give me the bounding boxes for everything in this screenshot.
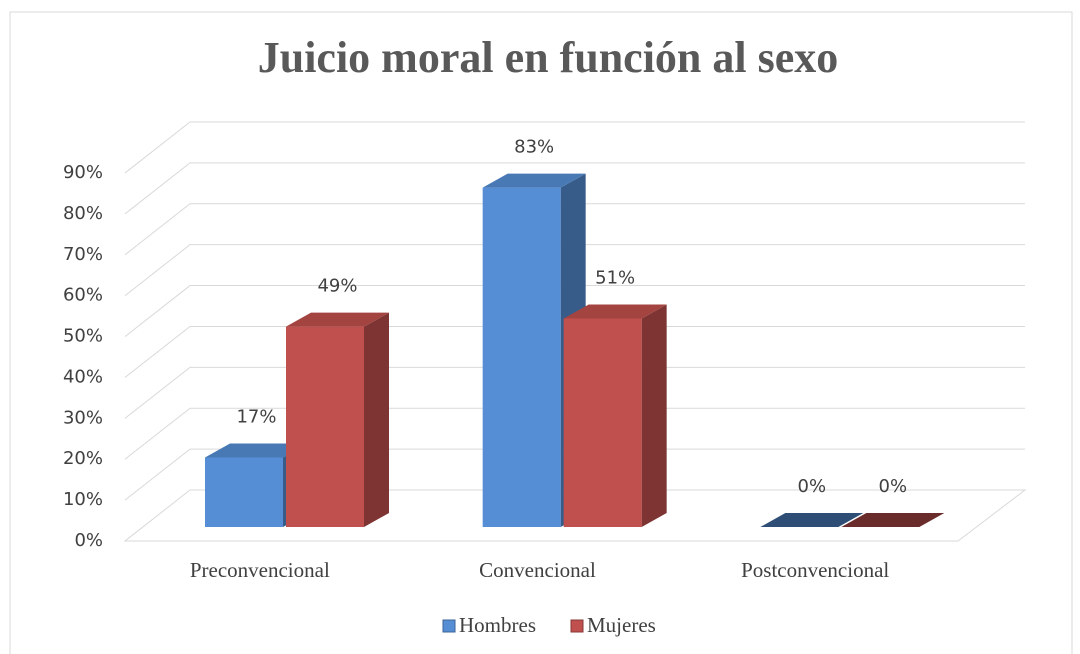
data-label: 0%: [879, 476, 908, 497]
grid-line: [124, 162, 1025, 215]
grid-line: [124, 407, 1025, 460]
grid-line: [124, 366, 1025, 419]
y-tick-label: 90%: [63, 162, 103, 183]
y-tick-label: 10%: [63, 489, 103, 510]
data-label: 0%: [798, 476, 827, 497]
data-label: 51%: [595, 267, 635, 288]
grid-line: [124, 121, 1025, 174]
x-tick-label: Convencional: [479, 558, 596, 582]
legend-label: Mujeres: [587, 613, 656, 637]
bar-side: [364, 312, 389, 527]
bar: [286, 326, 364, 527]
y-tick-label: 80%: [63, 203, 103, 224]
legend-marker: [442, 619, 456, 633]
y-tick-label: 60%: [63, 285, 103, 306]
y-tick-label: 20%: [63, 448, 103, 469]
bar: [563, 318, 642, 527]
y-tick-label: 0%: [74, 530, 103, 551]
y-tick-label: 50%: [63, 326, 103, 347]
y-tick-label: 70%: [63, 244, 103, 265]
bar-top: [286, 312, 389, 327]
grid-line: [124, 325, 1025, 378]
grid-line: [124, 244, 1025, 297]
data-label: 17%: [236, 406, 276, 427]
bar-top: [563, 304, 667, 319]
grid-line: [124, 285, 1025, 337]
bar-top: [482, 173, 586, 188]
bar: [205, 457, 283, 527]
grid-line: [124, 203, 1025, 256]
data-label: 49%: [317, 276, 357, 297]
legend-marker: [570, 619, 584, 633]
y-tick-label: 40%: [63, 366, 103, 387]
x-tick-label: Postconvencional: [741, 558, 889, 582]
bar-top: [760, 513, 864, 527]
bar-side: [641, 304, 667, 527]
data-label: 83%: [514, 137, 554, 158]
chart-title: Juicio moral en función al sexo: [258, 33, 839, 82]
x-tick-label: Preconvencional: [190, 558, 330, 582]
bar-top: [841, 513, 945, 527]
bar-top: [205, 443, 308, 458]
legend-label: Hombres: [459, 613, 536, 637]
chart-frame: [9, 11, 1073, 654]
grid-line: [124, 448, 1025, 501]
bar: [482, 187, 561, 527]
y-tick-label: 30%: [63, 407, 103, 428]
